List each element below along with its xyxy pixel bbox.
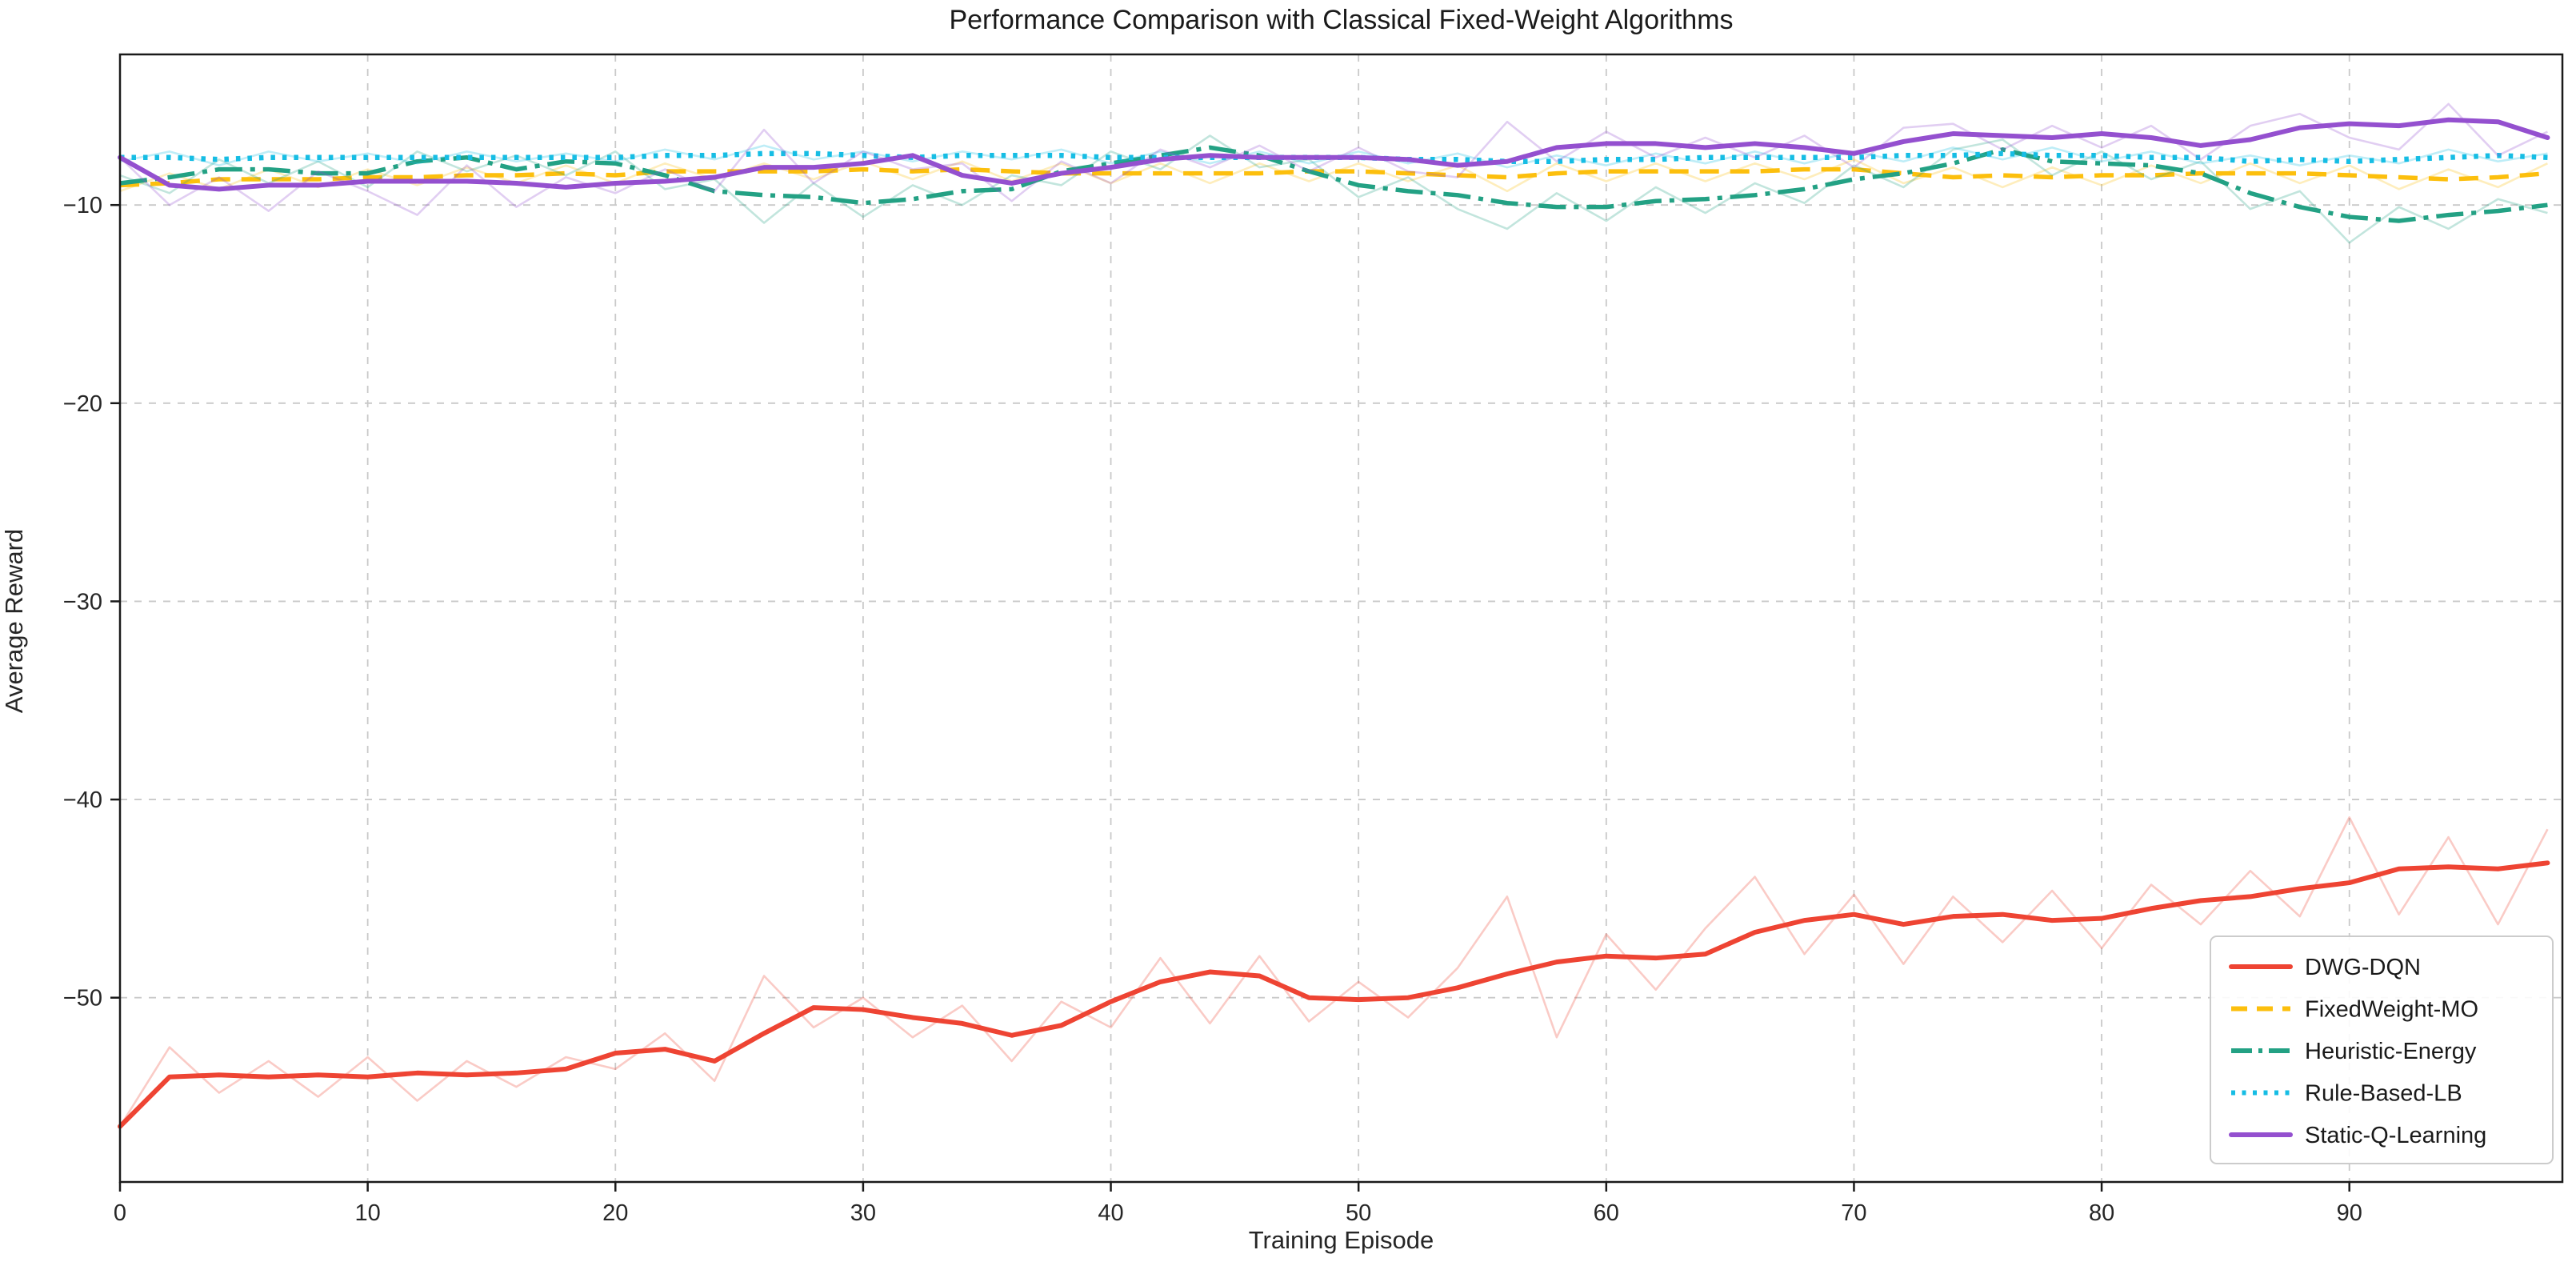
x-tick-label: 0 — [114, 1200, 126, 1226]
y-tick-label: −10 — [63, 193, 102, 218]
x-tick-label: 60 — [1594, 1200, 1619, 1226]
legend-label: FixedWeight-MO — [2305, 997, 2478, 1023]
smoothed-line — [119, 166, 2548, 188]
smoothed-line — [118, 117, 2550, 192]
series-dwg-dqn — [118, 816, 2550, 1129]
raw-line — [119, 134, 2548, 244]
smoothed-line — [118, 860, 2550, 1129]
legend-entry: FixedWeight-MO — [2231, 997, 2478, 1023]
legend-label: Heuristic-Energy — [2305, 1039, 2477, 1064]
series-heuristic-energy — [119, 134, 2548, 244]
legend-entry: DWG-DQN — [2229, 955, 2421, 980]
y-tick-label: −30 — [63, 589, 102, 615]
raw-line — [118, 816, 2549, 1128]
x-tick-label: 80 — [2089, 1200, 2114, 1226]
smoothed-line — [119, 145, 2548, 223]
legend-label: Static-Q-Learning — [2305, 1123, 2486, 1148]
raw-line — [119, 158, 2548, 193]
axis-ticks: 0 10 20 30 40 50 60 70 80 90 −10 −20 −30 −40 −50 — [63, 193, 2362, 1226]
legend-label: Rule-Based-LB — [2305, 1081, 2462, 1107]
legend-entry: Static-Q-Learning — [2229, 1123, 2486, 1148]
legend-label: DWG-DQN — [2305, 955, 2421, 980]
x-tick-label: 50 — [1346, 1200, 1371, 1226]
chart-title: Performance Comparison with Classical Fi… — [949, 5, 1734, 35]
legend-box — [2210, 935, 2554, 1164]
legend-entry: Rule-Based-LB — [2231, 1081, 2462, 1107]
x-tick-label: 30 — [850, 1200, 876, 1226]
series-static-q-learning — [118, 102, 2550, 216]
axes-frame — [118, 53, 2564, 1184]
y-tick-label: −20 — [63, 391, 102, 417]
x-tick-label: 70 — [1841, 1200, 1866, 1226]
series-fixedweight-mo — [119, 158, 2548, 193]
x-tick-label: 20 — [602, 1200, 628, 1226]
y-tick-label: −50 — [63, 986, 102, 1012]
x-tick-label: 90 — [2337, 1200, 2362, 1226]
x-tick-label: 10 — [355, 1200, 381, 1226]
x-axis-label: Training Episode — [1248, 1226, 1434, 1254]
y-tick-label: −40 — [63, 787, 102, 813]
legend: DWG-DQN FixedWeight-MO Heuristic-Energy Rul… — [2210, 935, 2554, 1164]
x-tick-label: 40 — [1098, 1200, 1123, 1226]
gridlines — [120, 54, 2562, 1182]
legend-entry: Heuristic-Energy — [2231, 1039, 2477, 1064]
